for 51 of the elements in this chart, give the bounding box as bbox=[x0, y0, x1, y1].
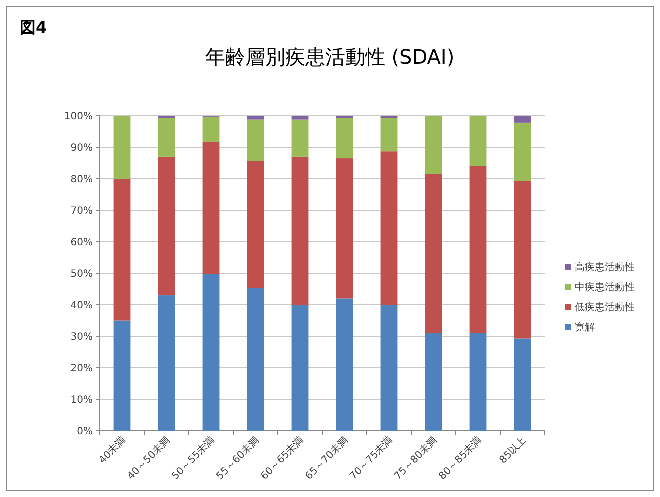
y-tick-label: 10% bbox=[70, 395, 93, 406]
bar bbox=[514, 338, 532, 431]
y-tick-label: 20% bbox=[70, 364, 93, 374]
bar bbox=[247, 116, 264, 120]
bar bbox=[202, 116, 220, 142]
y-tick-label: 90% bbox=[70, 143, 93, 154]
bar bbox=[202, 274, 220, 431]
y-tick-label: 70% bbox=[70, 206, 93, 217]
bar bbox=[114, 179, 131, 321]
bar bbox=[247, 161, 264, 288]
bar bbox=[114, 320, 131, 431]
bar bbox=[336, 158, 354, 299]
bar bbox=[470, 116, 487, 166]
legend-label: 低疾患活動性 bbox=[575, 302, 635, 314]
legend-label: 寛解 bbox=[575, 322, 595, 334]
bar bbox=[470, 333, 487, 431]
bar bbox=[247, 288, 264, 431]
bar bbox=[514, 116, 532, 123]
bar bbox=[514, 122, 532, 182]
caption: 図4 bbox=[20, 18, 48, 37]
bar bbox=[380, 305, 398, 431]
y-tick-label: 80% bbox=[70, 174, 93, 186]
y-tick-label: 100% bbox=[64, 112, 93, 122]
bar bbox=[158, 296, 176, 431]
bar bbox=[292, 305, 309, 431]
bar bbox=[425, 333, 442, 431]
chart-title: 年齢層別疾患活動性 (SDAI) bbox=[205, 45, 455, 69]
legend-label: 高疾患活動性 bbox=[575, 262, 635, 274]
bar bbox=[292, 156, 309, 305]
bar bbox=[202, 142, 220, 274]
y-tick-label: 40% bbox=[70, 300, 93, 312]
bar bbox=[470, 166, 487, 334]
bar bbox=[425, 116, 442, 174]
bar bbox=[380, 152, 398, 305]
x-tick-label: 85以上 bbox=[497, 434, 529, 466]
bar bbox=[292, 116, 309, 120]
bar bbox=[336, 118, 354, 159]
bar bbox=[336, 298, 354, 431]
bar bbox=[247, 120, 264, 162]
bar bbox=[292, 120, 309, 157]
y-tick-label: 60% bbox=[70, 238, 93, 248]
bar bbox=[380, 118, 398, 152]
legend-label: 中疾患活動性 bbox=[575, 282, 635, 294]
bar bbox=[425, 174, 442, 334]
bar bbox=[514, 181, 532, 339]
bar bbox=[158, 118, 176, 157]
y-tick-label: 30% bbox=[70, 332, 93, 343]
bar bbox=[114, 116, 131, 179]
y-tick-label: 50% bbox=[70, 269, 93, 280]
bar bbox=[158, 156, 176, 296]
y-tick-label: 0% bbox=[77, 426, 93, 438]
